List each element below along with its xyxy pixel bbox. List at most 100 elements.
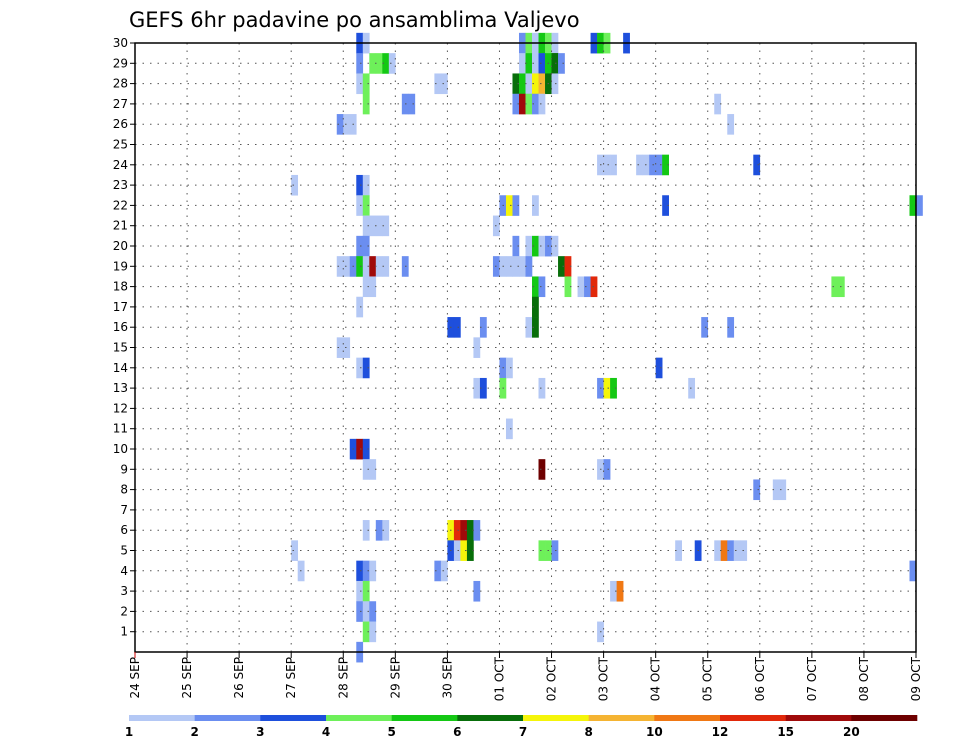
heatmap-cell <box>512 73 520 95</box>
heatmap-cell <box>551 235 559 257</box>
heatmap-cell <box>538 459 546 480</box>
heatmap-cell <box>525 73 533 95</box>
colorbar-label: 8 <box>584 725 592 739</box>
colorbar-swatch <box>260 715 327 721</box>
heatmap-cell <box>382 520 390 541</box>
heatmap-cell <box>362 276 370 298</box>
heatmap-cell <box>532 296 539 318</box>
heatmap-cell <box>772 479 780 501</box>
colorbar-label: 3 <box>256 725 264 739</box>
heatmap-cell <box>382 215 390 237</box>
x-tick-label: 29 SEP <box>388 657 402 699</box>
heatmap-cell <box>356 73 364 95</box>
heatmap-cell <box>362 580 370 602</box>
y-tick-label: 10 <box>113 442 128 456</box>
heatmap-cell <box>727 317 735 338</box>
heatmap-cell <box>551 73 559 95</box>
y-tick-label: 26 <box>113 117 128 131</box>
x-tick-label: 05 OCT <box>701 656 715 701</box>
heatmap-cell <box>518 256 526 277</box>
heatmap-cell <box>636 154 643 176</box>
colorbar-label: 10 <box>646 725 663 739</box>
heatmap-cell <box>388 53 396 74</box>
heatmap-cell <box>460 540 468 561</box>
heatmap-cell <box>505 195 513 216</box>
heatmap-cell <box>375 215 383 237</box>
x-tick-label: 26 SEP <box>232 657 246 699</box>
heatmap-cell <box>505 256 513 277</box>
y-tick-label: 4 <box>120 564 128 578</box>
x-tick-label: 25 SEP <box>180 657 194 699</box>
heatmap-cell <box>512 195 520 216</box>
heatmap-cell <box>434 73 442 95</box>
heatmap-cell <box>369 53 377 74</box>
heatmap-cell <box>291 174 299 196</box>
heatmap-cell <box>909 195 917 216</box>
heatmap-cell <box>525 256 533 277</box>
heatmap-cell <box>720 540 728 561</box>
heatmap-cell <box>356 560 364 582</box>
heatmap-cell <box>369 276 377 298</box>
colorbar-label: 2 <box>190 725 198 739</box>
x-tick-label: 04 OCT <box>649 656 663 701</box>
y-tick-label: 15 <box>113 341 128 355</box>
colorbar-label: 6 <box>453 725 461 739</box>
y-tick-label: 17 <box>113 300 128 314</box>
colorbar-swatch <box>457 715 524 721</box>
heatmap-cell <box>909 560 917 582</box>
heatmap-cell <box>701 317 709 338</box>
heatmap-cell <box>356 357 364 379</box>
colorbar-swatch <box>654 715 721 721</box>
heatmap-cell <box>538 73 546 95</box>
heatmap-cell <box>440 73 448 95</box>
heatmap-cell <box>603 154 611 176</box>
colorbar-label: 15 <box>777 725 794 739</box>
heatmap-cell <box>382 256 390 277</box>
heatmap-cell <box>356 296 364 318</box>
y-tick-label: 6 <box>120 523 128 537</box>
heatmap-cell <box>518 93 526 115</box>
heatmap-cell <box>362 195 370 216</box>
y-tick-label: 13 <box>113 381 128 395</box>
y-tick-label: 3 <box>120 584 128 598</box>
heatmap-cell <box>564 256 572 277</box>
heatmap-cell <box>538 53 546 74</box>
heatmap-cell <box>733 540 741 561</box>
heatmap-cell <box>538 93 546 115</box>
y-tick-label: 8 <box>120 483 128 497</box>
heatmap-cell <box>362 73 370 95</box>
heatmap-cell <box>727 540 735 561</box>
heatmap-cell <box>538 377 546 399</box>
heatmap-cell <box>479 317 487 338</box>
heatmap-cell <box>512 93 520 115</box>
heatmap-cell <box>525 235 533 257</box>
heatmap-cell <box>343 256 351 277</box>
colorbar-swatch <box>523 715 589 721</box>
heatmap-cell <box>362 438 370 460</box>
heatmap-cell <box>356 195 364 216</box>
heatmap-cell <box>603 459 611 480</box>
colorbar-swatch <box>129 715 195 721</box>
x-tick-label: 08 OCT <box>857 656 871 701</box>
heatmap-cell <box>362 560 370 582</box>
heatmap-cell <box>362 93 370 115</box>
heatmap-cell <box>662 195 669 216</box>
heatmap-cell <box>558 53 565 74</box>
heatmap-cell <box>525 93 533 115</box>
colorbar-label: 20 <box>843 725 860 739</box>
colorbar-label: 7 <box>519 725 527 739</box>
y-tick-label: 27 <box>113 97 128 111</box>
colorbar-swatch <box>194 715 261 721</box>
heatmap-cell <box>362 215 370 237</box>
heatmap-cell <box>662 154 669 176</box>
y-tick-label: 22 <box>113 198 128 212</box>
heatmap-cell <box>369 256 377 277</box>
y-axis: 1234567891011121314151617181920212223242… <box>113 36 135 639</box>
y-tick-label: 28 <box>113 77 128 91</box>
colorbar-swatch <box>326 715 392 721</box>
heatmap-cell <box>343 337 351 358</box>
colorbar-label: 5 <box>387 725 395 739</box>
heatmap-cell <box>577 276 585 298</box>
heatmap-cell <box>362 256 370 277</box>
heatmap-cell <box>336 337 344 358</box>
